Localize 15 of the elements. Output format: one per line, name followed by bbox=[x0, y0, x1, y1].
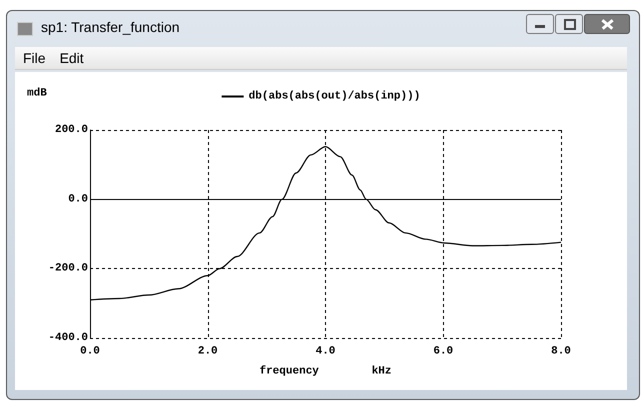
y-tick-label: 200.0 bbox=[54, 124, 88, 136]
chart-title: sp1: Transfer_function bbox=[41, 19, 180, 35]
text: File bbox=[23, 49, 46, 68]
y-tick-label: -200.0 bbox=[48, 262, 88, 275]
y-tick-label: 0.0 bbox=[68, 193, 88, 206]
x-tick-label: 8.0 bbox=[551, 346, 571, 358]
x-axis-title: frequency kHz bbox=[259, 364, 392, 378]
y-tick-label: -400.0 bbox=[48, 332, 88, 344]
text: Edit bbox=[60, 49, 84, 68]
legend-label: db(abs(abs(out)/abs(inp))) bbox=[248, 90, 420, 102]
y-axis-title: mdB bbox=[27, 88, 48, 100]
x-tick-label: 4.0 bbox=[316, 346, 336, 358]
x-tick-label: 2.0 bbox=[198, 346, 218, 358]
x-tick-label: 6.0 bbox=[433, 346, 454, 358]
x-tick-label: 0.0 bbox=[80, 346, 100, 358]
